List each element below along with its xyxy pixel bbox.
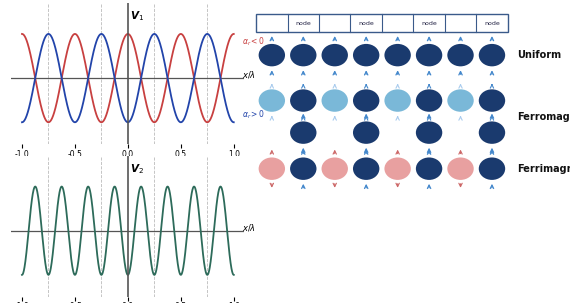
Circle shape — [353, 89, 380, 112]
Text: $x/\lambda$: $x/\lambda$ — [242, 222, 256, 233]
Text: $\alpha_r < 0$: $\alpha_r < 0$ — [242, 36, 266, 48]
Text: V$_2$: V$_2$ — [130, 162, 144, 176]
Circle shape — [353, 44, 380, 66]
Circle shape — [479, 158, 505, 180]
Circle shape — [384, 44, 411, 66]
Text: $\alpha_r > 0$: $\alpha_r > 0$ — [242, 108, 266, 121]
Circle shape — [321, 44, 348, 66]
Circle shape — [290, 122, 316, 144]
Circle shape — [479, 122, 505, 144]
Circle shape — [384, 89, 411, 112]
Circle shape — [416, 122, 442, 144]
Circle shape — [290, 89, 316, 112]
Circle shape — [259, 89, 285, 112]
Text: $x/\lambda$: $x/\lambda$ — [242, 69, 256, 80]
Circle shape — [447, 44, 474, 66]
Text: node: node — [421, 21, 437, 25]
Circle shape — [416, 89, 442, 112]
Circle shape — [290, 44, 316, 66]
Circle shape — [321, 89, 348, 112]
Circle shape — [321, 158, 348, 180]
Circle shape — [447, 158, 474, 180]
Circle shape — [384, 158, 411, 180]
Circle shape — [290, 158, 316, 180]
Circle shape — [259, 44, 285, 66]
Circle shape — [479, 89, 505, 112]
Circle shape — [479, 44, 505, 66]
Circle shape — [259, 158, 285, 180]
Text: node: node — [295, 21, 311, 25]
Text: Ferrimagnetic: Ferrimagnetic — [517, 164, 570, 174]
Text: node: node — [484, 21, 500, 25]
Circle shape — [416, 44, 442, 66]
Text: Ferromagnetic: Ferromagnetic — [517, 112, 570, 122]
Text: V$_1$: V$_1$ — [130, 10, 144, 23]
Circle shape — [353, 158, 380, 180]
Text: node: node — [359, 21, 374, 25]
Bar — [256, 14, 508, 32]
Circle shape — [353, 122, 380, 144]
Circle shape — [416, 158, 442, 180]
Circle shape — [447, 89, 474, 112]
Text: Uniform: Uniform — [517, 50, 561, 60]
